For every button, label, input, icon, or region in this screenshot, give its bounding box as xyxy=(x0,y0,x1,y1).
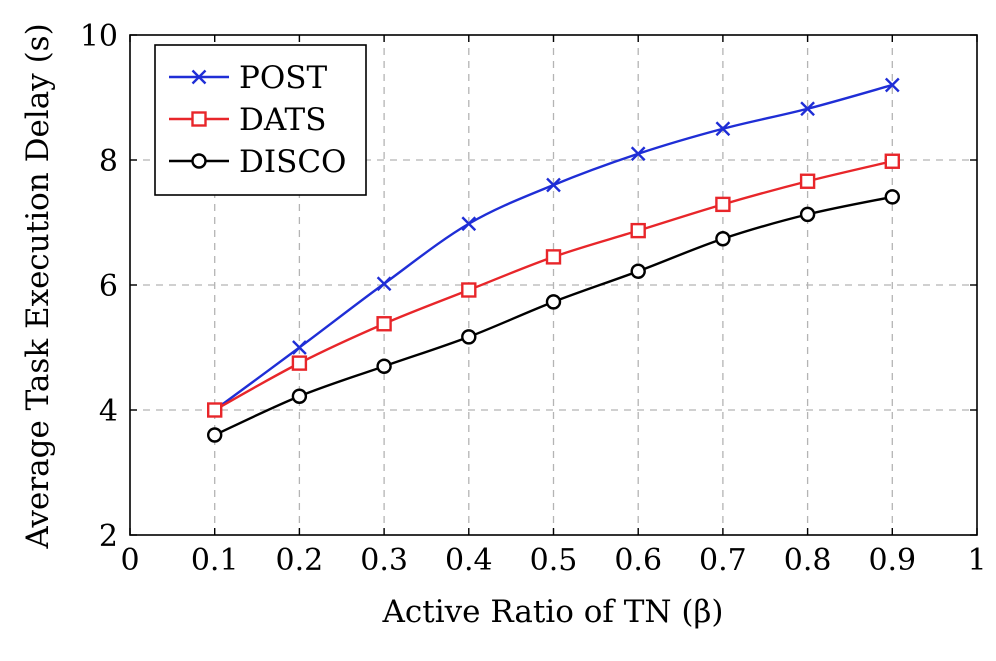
y-tick-label: 4 xyxy=(99,394,118,429)
data-point-dats xyxy=(291,355,308,371)
axis-labels: Active Ratio of TN (β) Average Task Exec… xyxy=(20,23,724,630)
marker-stroke xyxy=(630,146,646,162)
x-tick-label: 0.9 xyxy=(868,543,916,578)
series-dats xyxy=(206,153,900,418)
data-point-disco xyxy=(376,358,392,374)
data-point-post xyxy=(715,121,731,137)
axes: 0 0.1 0.2 0.3 0.4 0.5 0.6 0.7 0.8 0.9 1 2 4 6 8 10 xyxy=(80,19,987,578)
data-series xyxy=(206,77,900,443)
x-tick-label: 0.8 xyxy=(784,543,832,578)
data-point-disco xyxy=(715,231,731,247)
data-point-disco xyxy=(291,388,308,404)
series-post xyxy=(207,77,900,418)
y-axis-title: Average Task Execution Delay (s) xyxy=(20,23,56,549)
data-point-post xyxy=(800,101,815,117)
marker-stroke xyxy=(461,216,477,232)
series-line-post xyxy=(213,83,893,411)
data-point-post xyxy=(292,340,307,355)
data-point-post xyxy=(630,146,646,162)
data-point-disco xyxy=(545,294,562,310)
legend-label-disco: DISCO xyxy=(239,144,346,180)
data-point-disco xyxy=(461,329,477,345)
y-tick-label: 6 xyxy=(99,269,118,304)
y-tick-label: 2 xyxy=(99,519,118,554)
legend-item-dats: DATS xyxy=(169,102,326,138)
x-tick-label: 0.2 xyxy=(276,543,324,578)
x-tick-label: 0 xyxy=(120,543,139,578)
marker-stroke xyxy=(884,77,900,93)
marker-stroke xyxy=(191,69,207,85)
series-disco xyxy=(206,189,900,443)
data-point-disco xyxy=(884,189,900,205)
x-tick-label: 0.7 xyxy=(699,543,747,578)
data-point-dats xyxy=(630,222,646,239)
data-point-disco xyxy=(206,427,223,443)
legend-marker-post xyxy=(191,69,207,85)
y-tick-label: 8 xyxy=(99,144,118,179)
legend-label-dats: DATS xyxy=(239,102,326,138)
data-point-dats xyxy=(884,153,900,169)
data-point-disco xyxy=(799,206,816,223)
marker-stroke xyxy=(376,276,392,292)
x-tick-label: 0.6 xyxy=(614,543,662,578)
marker-stroke xyxy=(800,101,815,117)
legend-marker-dats xyxy=(191,111,207,127)
marker-stroke xyxy=(292,340,307,355)
x-axis-title: Active Ratio of TN (β) xyxy=(381,594,723,630)
data-point-post xyxy=(884,77,900,93)
data-point-dats xyxy=(206,402,223,418)
data-point-disco xyxy=(630,263,646,279)
data-point-dats xyxy=(545,249,562,265)
legend: POST DATS DISCO xyxy=(154,44,367,196)
x-tick-label: 1 xyxy=(967,543,986,578)
marker-stroke xyxy=(715,121,731,137)
data-point-post xyxy=(376,276,392,292)
legend-marker-disco xyxy=(191,153,207,169)
legend-item-disco: DISCO xyxy=(169,144,346,180)
data-point-dats xyxy=(376,316,392,332)
data-point-post xyxy=(546,177,561,193)
x-tick-label: 0.4 xyxy=(445,543,493,578)
data-point-dats xyxy=(715,196,731,213)
data-point-post xyxy=(461,216,477,232)
x-tick-label: 0.5 xyxy=(530,543,578,578)
legend-item-post: POST xyxy=(169,60,328,96)
x-tick-label: 0.1 xyxy=(191,543,239,578)
x-tick-label: 0.3 xyxy=(360,543,408,578)
legend-label-post: POST xyxy=(239,60,328,96)
data-point-dats xyxy=(461,282,477,298)
data-point-dats xyxy=(799,173,816,189)
y-tick-label: 10 xyxy=(80,19,118,54)
marker-stroke xyxy=(546,177,561,193)
